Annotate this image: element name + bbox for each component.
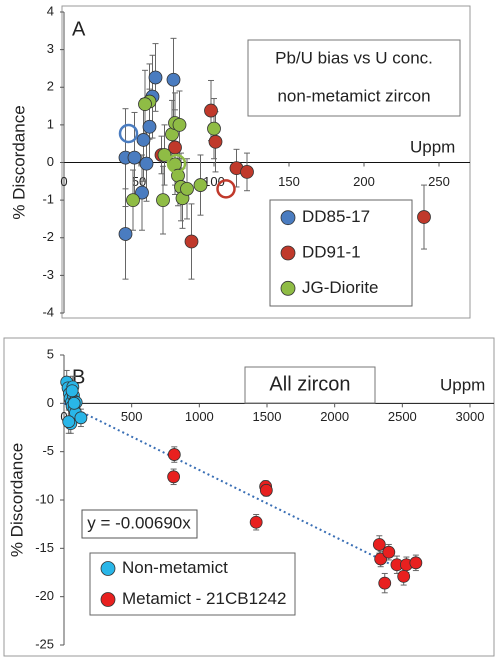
y-tick-label: -15 [35,540,54,555]
point [240,165,254,179]
legend-swatch [100,592,116,607]
trendline-label-box [81,509,198,539]
point [193,178,208,192]
mean-marker [118,123,139,144]
chart-title: non-metamict zircon [277,86,430,105]
point [208,134,223,149]
point [139,156,154,171]
point [184,234,199,249]
point [142,119,157,134]
x-axis-title: Uppm [440,375,485,394]
legend-swatch [280,245,296,261]
legend-label: Non-metamict [122,558,228,577]
y-tick-label: -10 [35,491,54,506]
point [67,396,81,410]
point [126,193,140,208]
legend-box [89,552,296,616]
x-tick-label: 0 [60,409,67,424]
chart-title: All zircon [269,373,350,395]
trendline-label: y = -0.00690x [87,513,191,532]
y-tick-label: -2 [42,229,54,244]
point [135,185,149,200]
y-tick-label: 0 [47,154,54,169]
y-tick-label: 3 [47,41,54,56]
x-tick-label: 250 [428,174,450,189]
x-tick-label: 1000 [185,409,214,424]
legend-swatch [280,280,296,296]
point [74,411,88,425]
point [118,227,133,241]
panel-label: A [72,18,86,40]
point [167,448,181,461]
point [136,133,151,147]
y-axis-title: % Discordance [7,443,26,557]
x-axis-title: Uppm [410,137,455,156]
point [148,70,163,85]
point [157,148,172,162]
legend-label: DD85-17 [302,207,370,226]
mean-marker [166,153,187,174]
x-tick-label: 50 [132,174,146,189]
y-tick-label: 2 [47,79,54,94]
y-tick-label: 5 [47,346,54,361]
legend-label: DD91-1 [302,242,361,261]
y-tick-label: -4 [42,304,54,319]
x-tick-label: 150 [278,174,300,189]
y-tick-label: -25 [35,636,54,651]
point [166,72,181,87]
point [372,538,386,551]
y-tick-label: 0 [47,395,54,410]
point [167,470,181,484]
x-tick-label: 3000 [456,409,485,424]
y-tick-label: -1 [42,192,54,207]
point [156,193,170,208]
chart-title: Pb/U bias vs U conc. [275,48,433,67]
legend-swatch [280,210,296,226]
point [382,545,396,559]
title-box [247,39,461,117]
point [127,150,142,165]
y-tick-label: 4 [47,3,54,18]
y-tick-label: 1 [47,116,54,131]
point [249,515,263,529]
y-tick-label: -3 [42,267,54,282]
y-tick-label: -5 [42,443,54,458]
point [172,117,187,132]
point [180,181,194,196]
mean-marker [216,179,236,199]
point [417,210,431,224]
x-tick-label: 2000 [320,409,349,424]
point [409,556,423,570]
point [378,576,392,590]
legend-swatch [100,561,116,576]
x-tick-label: 1500 [253,409,282,424]
x-tick-label: 2500 [388,409,417,424]
chart-frame [3,337,495,657]
point [65,384,79,398]
legend-label: JG-Diorite [302,278,379,297]
x-tick-label: 0 [60,174,67,189]
point [207,121,221,136]
point [259,483,273,497]
x-tick-label: 200 [353,174,375,189]
legend-label: Metamict - 21CB1242 [122,589,286,608]
x-tick-label: 500 [121,409,143,424]
y-tick-label: -20 [35,588,54,603]
title-box [244,366,376,404]
point [204,103,218,118]
point [62,415,76,429]
point [168,140,182,155]
point [397,569,411,583]
trendline [63,402,397,568]
point [138,97,152,112]
y-axis-title: % Discordance [9,105,28,219]
